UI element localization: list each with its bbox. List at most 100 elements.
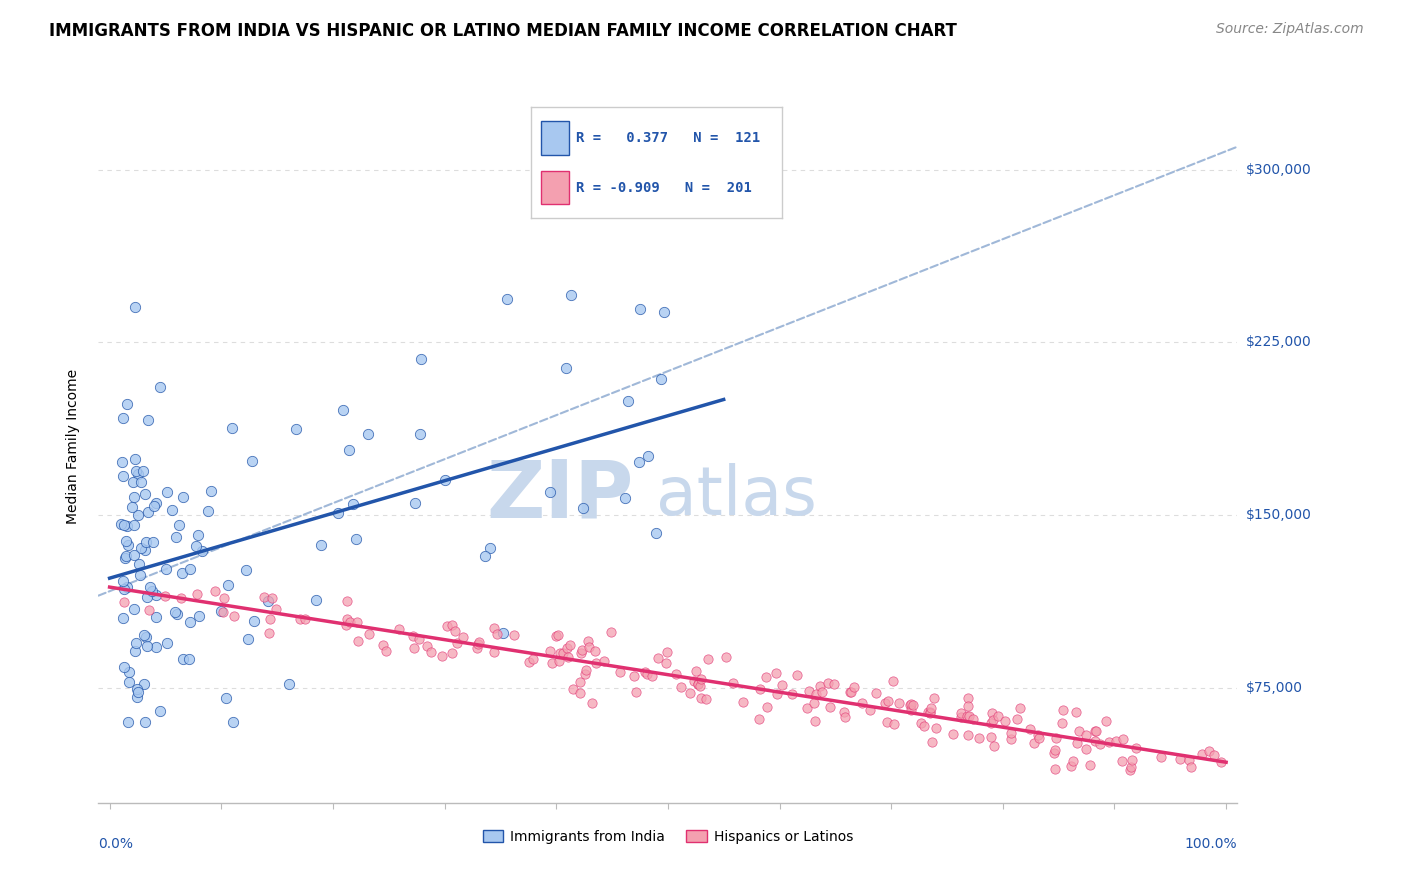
Point [883, 717, 905, 731]
Point [388, 622, 411, 636]
Point [112, 517, 135, 532]
Point [145, 588, 167, 602]
Point [118, 675, 141, 690]
Point [127, 682, 149, 697]
Point [1059, 759, 1081, 773]
Point [335, 618, 357, 632]
Point [820, 699, 842, 714]
Point [122, 548, 145, 562]
Point [336, 612, 359, 626]
Point [924, 722, 946, 736]
Point [172, 490, 194, 504]
Point [139, 580, 162, 594]
Point [1119, 760, 1142, 774]
Point [117, 580, 139, 594]
Point [548, 646, 571, 660]
Point [900, 703, 922, 717]
Point [920, 705, 942, 719]
Point [132, 627, 155, 641]
Point [851, 696, 873, 710]
Point [124, 644, 146, 658]
Point [1178, 753, 1201, 767]
Point [165, 605, 187, 619]
Point [197, 504, 219, 518]
Point [1168, 752, 1191, 766]
Point [149, 704, 172, 718]
Point [167, 518, 190, 533]
Point [212, 591, 235, 606]
Point [127, 467, 149, 482]
Point [560, 638, 582, 652]
Point [212, 606, 235, 620]
Point [346, 532, 368, 546]
Point [1052, 703, 1074, 717]
Point [624, 684, 647, 698]
Point [135, 630, 157, 644]
Point [122, 475, 145, 490]
Point [910, 716, 932, 731]
Point [204, 584, 226, 599]
Point [420, 645, 443, 659]
Point [172, 566, 194, 580]
Point [112, 595, 135, 609]
Point [127, 685, 149, 699]
Point [1198, 744, 1220, 758]
Point [436, 619, 458, 633]
Point [723, 675, 745, 690]
Point [636, 667, 658, 681]
Point [440, 646, 463, 660]
Point [647, 651, 669, 665]
Point [160, 503, 183, 517]
Point [593, 654, 616, 668]
Point [697, 652, 720, 666]
Point [1121, 753, 1143, 767]
Point [1112, 731, 1135, 746]
Point [156, 485, 179, 500]
Text: IMMIGRANTS FROM INDIA VS HISPANIC OR LATINO MEDIAN FAMILY INCOME CORRELATION CHA: IMMIGRANTS FROM INDIA VS HISPANIC OR LAT… [49, 22, 957, 40]
Point [865, 686, 887, 700]
Point [900, 697, 922, 711]
Point [166, 607, 188, 621]
Point [689, 679, 711, 693]
Point [264, 602, 287, 616]
Point [765, 665, 787, 680]
Point [1098, 734, 1121, 748]
Point [332, 402, 354, 417]
Point [876, 693, 898, 707]
Point [583, 644, 606, 658]
Point [1024, 735, 1046, 749]
Point [544, 629, 567, 643]
Point [731, 695, 754, 709]
Point [695, 691, 717, 706]
Text: 100.0%: 100.0% [1185, 837, 1237, 851]
Text: atlas: atlas [657, 463, 817, 529]
Point [1000, 726, 1022, 740]
Point [465, 640, 488, 655]
Point [346, 615, 368, 630]
Point [165, 530, 187, 544]
Point [112, 582, 135, 596]
Point [832, 705, 855, 719]
Point [326, 506, 349, 520]
Point [652, 305, 675, 319]
Point [609, 665, 631, 680]
Point [482, 622, 505, 636]
Point [689, 672, 711, 686]
Point [141, 583, 163, 598]
Point [125, 636, 148, 650]
Point [823, 677, 845, 691]
Point [1084, 734, 1107, 748]
Point [956, 728, 979, 742]
Point [179, 615, 201, 629]
Point [967, 731, 990, 746]
Point [686, 677, 709, 691]
Point [478, 541, 501, 555]
Point [114, 551, 136, 566]
Point [575, 663, 598, 677]
Point [806, 687, 828, 701]
Point [149, 380, 172, 394]
Point [949, 710, 972, 724]
Point [224, 609, 246, 624]
Point [980, 730, 1002, 744]
Point [873, 696, 896, 710]
